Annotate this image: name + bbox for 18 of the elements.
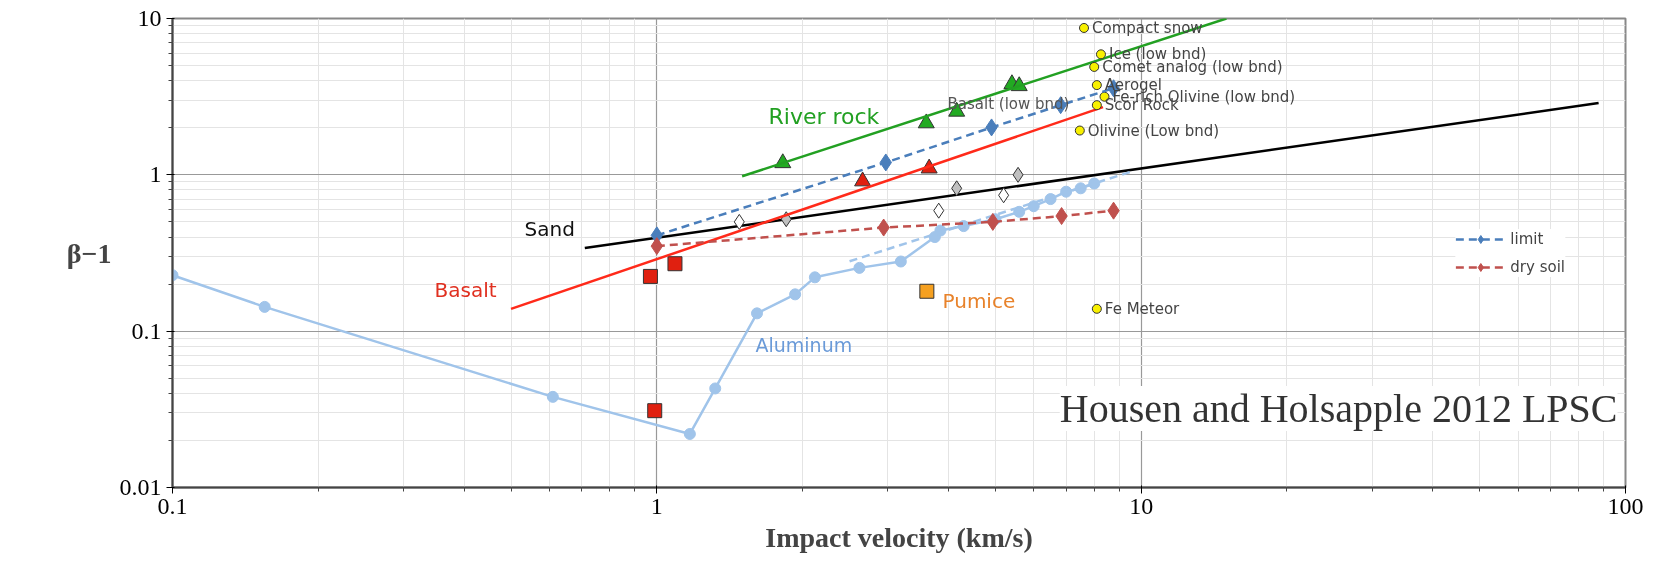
annotation: Sand — [524, 216, 575, 241]
x-axis-title: Impact velocity (km/s) — [765, 521, 1033, 553]
annotation: Aluminum — [755, 333, 853, 356]
x-tick-label: 10 — [1129, 492, 1154, 519]
y-tick-label: 0.1 — [131, 317, 162, 344]
x-tick-label: 100 — [1607, 492, 1644, 519]
annotation: Pumice — [942, 288, 1016, 313]
y-axis-title: β−1 — [66, 237, 112, 269]
y-tick-label: 10 — [137, 5, 162, 31]
y-tick-label: 1 — [149, 161, 162, 188]
annotation: Olivine (Low bnd) — [1087, 121, 1220, 140]
annotation: River rock — [768, 104, 880, 129]
x-tick-label: 1 — [650, 492, 663, 519]
legend-label: limit — [1510, 229, 1544, 248]
legend-label: dry soil — [1510, 257, 1565, 276]
annotation: Basalt — [434, 277, 497, 302]
annotation: Housen and Holsapple 2012 LPSC — [1059, 386, 1618, 431]
annotation: Fe Meteor — [1104, 299, 1181, 318]
